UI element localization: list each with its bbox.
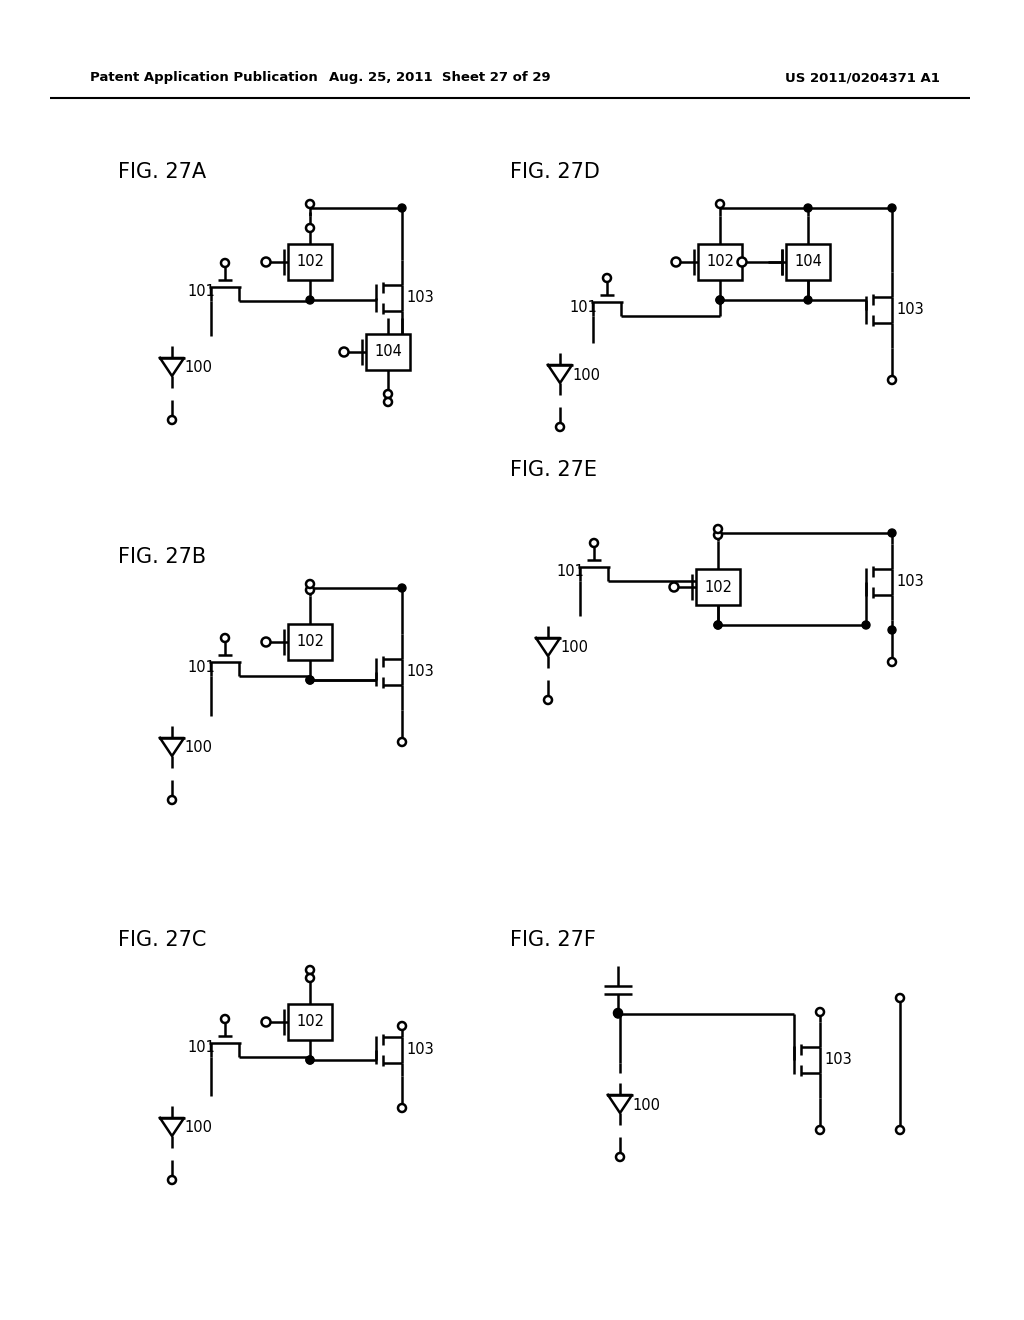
Circle shape: [261, 638, 270, 647]
Circle shape: [888, 657, 896, 667]
Circle shape: [168, 1176, 176, 1184]
Bar: [288, 624, 332, 660]
Text: 104: 104: [374, 345, 402, 359]
Circle shape: [804, 205, 812, 213]
Circle shape: [168, 416, 176, 424]
Circle shape: [716, 296, 724, 304]
Circle shape: [714, 525, 722, 533]
Circle shape: [340, 347, 348, 356]
Text: 103: 103: [896, 302, 924, 318]
Circle shape: [306, 586, 314, 594]
Text: 103: 103: [824, 1052, 852, 1068]
Bar: [786, 244, 830, 280]
Text: 101: 101: [187, 285, 215, 300]
Circle shape: [590, 539, 598, 546]
Text: 103: 103: [406, 290, 434, 305]
Text: 101: 101: [556, 565, 584, 579]
Text: Aug. 25, 2011  Sheet 27 of 29: Aug. 25, 2011 Sheet 27 of 29: [329, 71, 551, 84]
Circle shape: [544, 696, 552, 704]
Text: 100: 100: [560, 640, 588, 656]
Circle shape: [398, 1104, 406, 1111]
Text: 100: 100: [184, 360, 212, 375]
Circle shape: [306, 974, 314, 982]
Text: US 2011/0204371 A1: US 2011/0204371 A1: [785, 71, 940, 84]
Text: FIG. 27E: FIG. 27E: [510, 459, 597, 480]
Circle shape: [616, 1152, 624, 1162]
Circle shape: [306, 296, 314, 304]
Circle shape: [614, 1010, 622, 1018]
Circle shape: [670, 582, 679, 591]
Circle shape: [306, 966, 314, 974]
Circle shape: [306, 201, 314, 209]
Text: 100: 100: [572, 367, 600, 383]
Text: 102: 102: [296, 1015, 324, 1030]
Circle shape: [816, 1126, 824, 1134]
Circle shape: [306, 1056, 314, 1064]
Circle shape: [614, 1008, 622, 1016]
Circle shape: [888, 529, 896, 537]
Circle shape: [398, 738, 406, 746]
Circle shape: [556, 422, 564, 432]
Circle shape: [168, 796, 176, 804]
Text: 101: 101: [187, 660, 215, 675]
Text: FIG. 27F: FIG. 27F: [510, 931, 596, 950]
Bar: [288, 1005, 332, 1040]
Circle shape: [306, 1056, 314, 1064]
Text: 103: 103: [896, 574, 924, 590]
Text: 103: 103: [406, 664, 434, 680]
Circle shape: [261, 257, 270, 267]
Bar: [698, 244, 742, 280]
Text: 101: 101: [187, 1040, 215, 1056]
Circle shape: [306, 224, 314, 232]
Text: 102: 102: [705, 579, 732, 594]
Text: 103: 103: [406, 1043, 434, 1057]
Text: 100: 100: [184, 1121, 212, 1135]
Text: FIG. 27D: FIG. 27D: [510, 162, 600, 182]
Text: FIG. 27A: FIG. 27A: [118, 162, 206, 182]
Text: 102: 102: [296, 255, 324, 269]
Text: 100: 100: [632, 1097, 660, 1113]
Bar: [288, 244, 332, 280]
Circle shape: [888, 376, 896, 384]
Circle shape: [398, 583, 406, 591]
Circle shape: [716, 201, 724, 209]
Circle shape: [896, 994, 904, 1002]
Bar: [366, 334, 410, 370]
Text: FIG. 27C: FIG. 27C: [118, 931, 207, 950]
Text: Patent Application Publication: Patent Application Publication: [90, 71, 317, 84]
Circle shape: [221, 259, 229, 267]
Circle shape: [384, 389, 392, 399]
Circle shape: [714, 620, 722, 630]
Circle shape: [804, 296, 812, 304]
Circle shape: [816, 1008, 824, 1016]
Circle shape: [716, 296, 724, 304]
Circle shape: [888, 626, 896, 634]
Text: 101: 101: [569, 300, 597, 314]
Text: 102: 102: [706, 255, 734, 269]
Circle shape: [603, 275, 611, 282]
Circle shape: [737, 257, 746, 267]
Text: 104: 104: [794, 255, 822, 269]
Circle shape: [888, 205, 896, 213]
Bar: [696, 569, 740, 605]
Circle shape: [398, 1022, 406, 1030]
Circle shape: [306, 676, 314, 684]
Circle shape: [398, 205, 406, 213]
Text: 102: 102: [296, 635, 324, 649]
Circle shape: [714, 531, 722, 539]
Circle shape: [384, 399, 392, 407]
Circle shape: [714, 620, 722, 630]
Circle shape: [261, 1018, 270, 1027]
Circle shape: [221, 1015, 229, 1023]
Circle shape: [306, 676, 314, 684]
Circle shape: [862, 620, 870, 630]
Circle shape: [221, 634, 229, 642]
Text: 100: 100: [184, 741, 212, 755]
Circle shape: [896, 1126, 904, 1134]
Text: FIG. 27B: FIG. 27B: [118, 546, 206, 568]
Circle shape: [672, 257, 681, 267]
Circle shape: [306, 579, 314, 587]
